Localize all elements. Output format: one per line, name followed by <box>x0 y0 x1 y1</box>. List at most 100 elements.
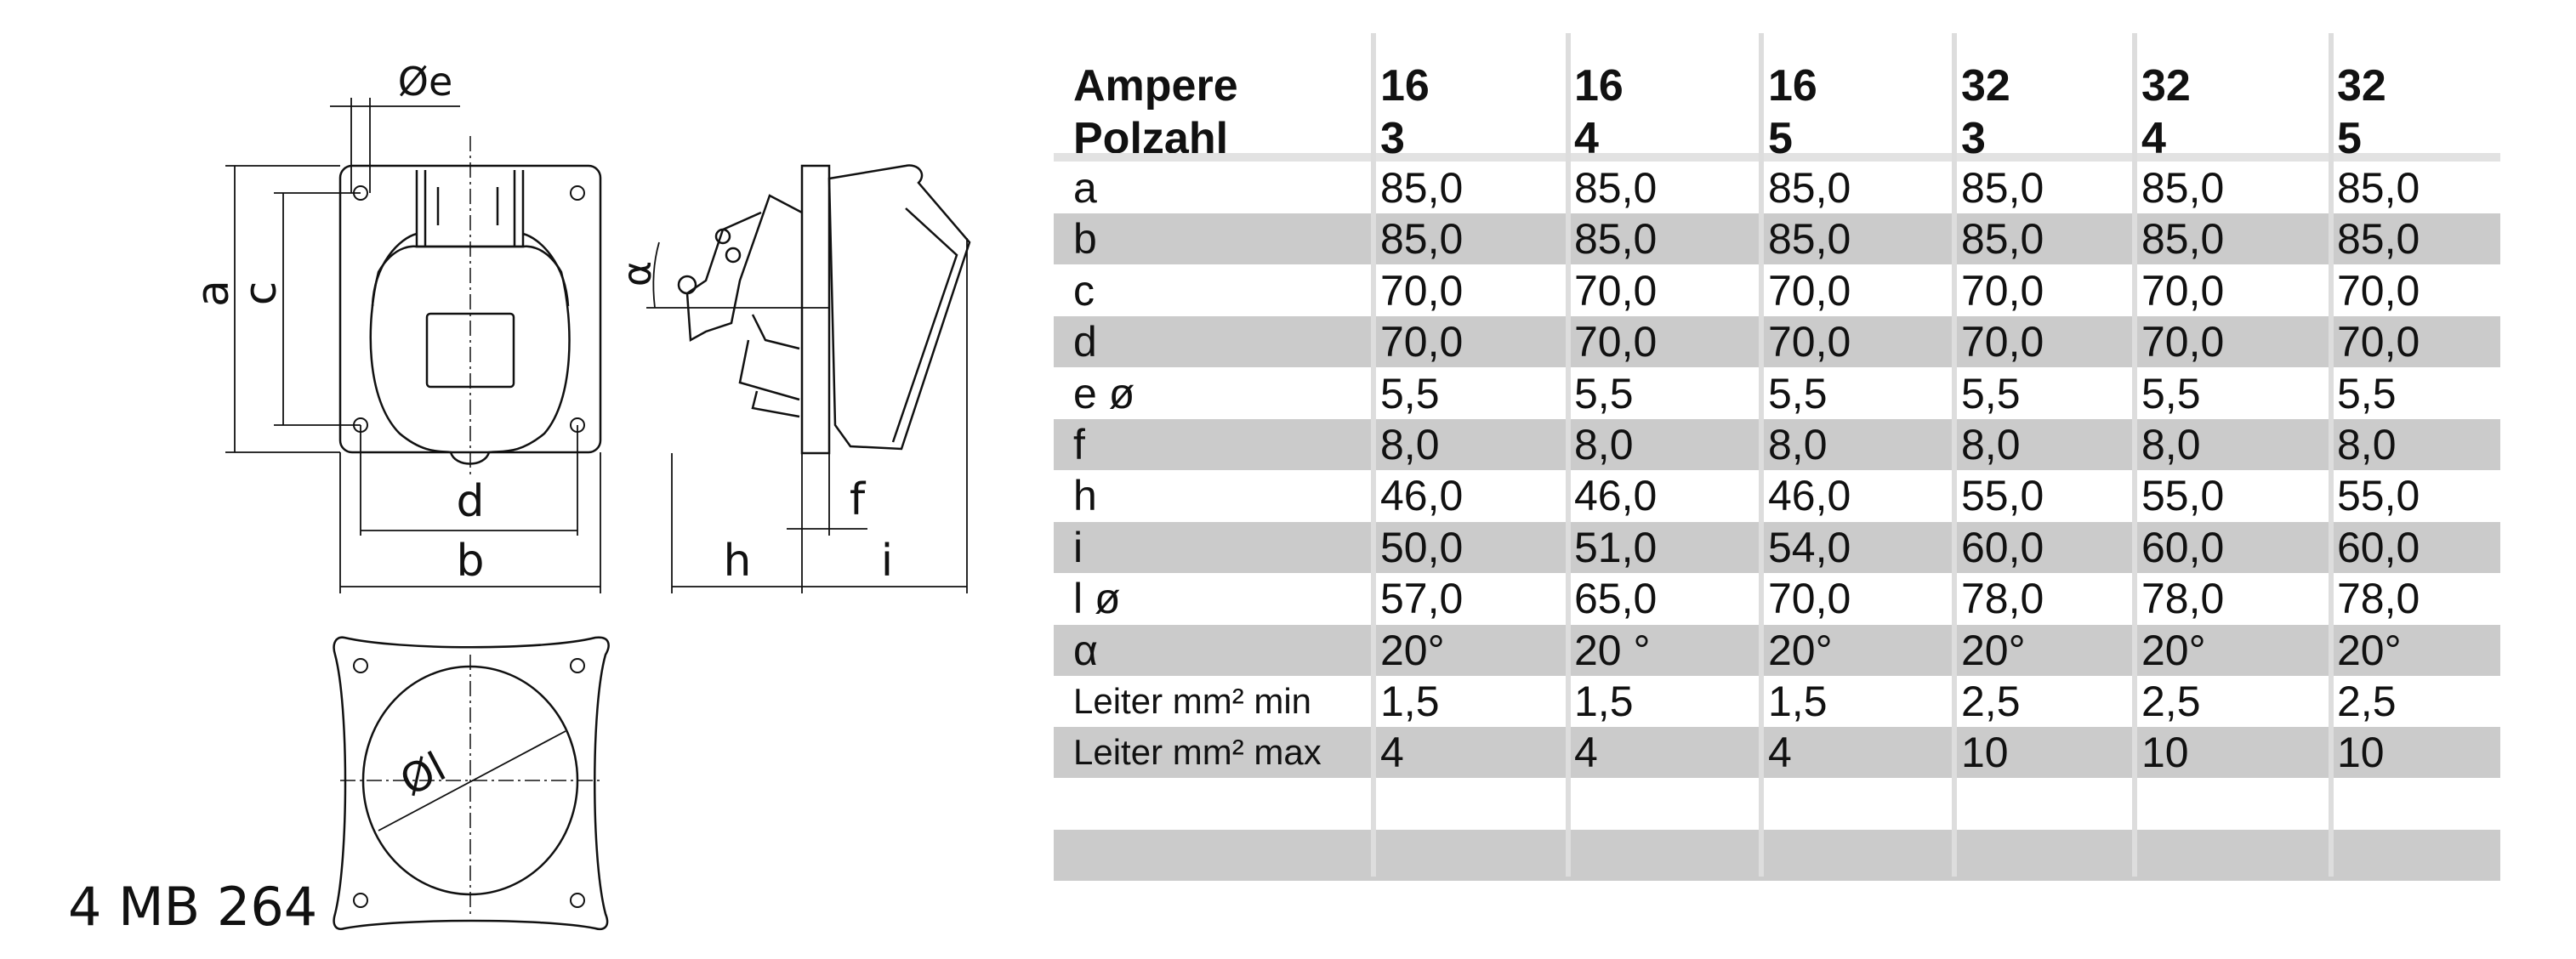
table-cell: 70,0 <box>2337 318 2420 366</box>
table-row: Leiter mm² max 4 4 4 10 10 10 <box>1054 727 2500 779</box>
header-separator <box>1054 153 2500 162</box>
table-cell: 60,0 <box>1961 523 2044 571</box>
row-label: Leiter mm² max <box>1073 732 1322 773</box>
table-cell: 70,0 <box>2141 318 2225 366</box>
table-row: l ø 57,0 65,0 70,0 78,0 78,0 78,0 <box>1054 573 2500 624</box>
table-cell: 85,0 <box>1768 215 1851 264</box>
dim-label-a: a <box>188 280 239 307</box>
header-ampere: 16 <box>1768 61 1817 111</box>
bottom-view <box>333 636 610 930</box>
dim-label-c: c <box>236 281 287 306</box>
header-poles: 4 <box>2141 114 2166 163</box>
table-row: Leiter mm² min 1,5 1,5 1,5 2,5 2,5 2,5 <box>1054 676 2500 727</box>
row-label: Leiter mm² min <box>1073 681 1312 721</box>
header-ampere: 32 <box>2141 61 2191 111</box>
table-cell: 85,0 <box>1380 164 1464 212</box>
table-cell: 85,0 <box>2141 164 2225 212</box>
table-row: e ø 5,5 5,5 5,5 5,5 5,5 5,5 <box>1054 368 2500 419</box>
table-cell: 1,5 <box>1768 678 1828 725</box>
table-cell: 20° <box>1380 626 1445 674</box>
table-cell: 70,0 <box>1380 266 1464 315</box>
table-cell: 5,5 <box>2141 369 2201 417</box>
table-cell: 50,0 <box>1380 523 1464 571</box>
table-cell: 20 ° <box>1574 626 1651 674</box>
row-label: α <box>1073 626 1098 674</box>
table-cell: 85,0 <box>1574 164 1658 212</box>
table-cell: 70,0 <box>1961 266 2044 315</box>
table-cell: 10 <box>2337 729 2385 777</box>
row-label: l ø <box>1073 575 1121 623</box>
table-cell: 8,0 <box>2337 421 2397 468</box>
table-cell: 54,0 <box>1768 523 1851 571</box>
header-label-ampere: Ampere <box>1073 61 1238 111</box>
row-label: h <box>1073 472 1097 520</box>
table-cell: 4 <box>1768 729 1792 777</box>
dim-label-alpha: α <box>614 261 660 287</box>
table-cell: 65,0 <box>1574 575 1658 623</box>
table-cell: 85,0 <box>1768 164 1851 212</box>
row-label: c <box>1073 266 1095 315</box>
table-cell: 2,5 <box>2337 678 2397 725</box>
table-row: f 8,0 8,0 8,0 8,0 8,0 8,0 <box>1054 419 2500 470</box>
table-row: a 85,0 85,0 85,0 85,0 85,0 85,0 <box>1054 162 2500 213</box>
table-cell: 85,0 <box>1574 215 1658 264</box>
table-cell: 57,0 <box>1380 575 1464 623</box>
table-cell: 85,0 <box>1961 215 2044 264</box>
table-cell: 85,0 <box>2141 215 2225 264</box>
header-poles: 5 <box>1768 114 1793 163</box>
dimension-lines <box>225 98 968 593</box>
table-cell: 4 <box>1380 729 1404 777</box>
table-cell: 55,0 <box>1961 472 2044 520</box>
table-cell: 1,5 <box>1574 678 1634 725</box>
table-cell: 5,5 <box>1961 369 2021 417</box>
row-label: e ø <box>1073 369 1135 417</box>
column-divider <box>1952 33 1957 877</box>
table-cell: 70,0 <box>2141 266 2225 315</box>
table-cell: 70,0 <box>1768 575 1851 623</box>
table-cell: 8,0 <box>1574 421 1634 468</box>
table-cell: 70,0 <box>1380 318 1464 366</box>
row-label: i <box>1073 523 1083 571</box>
table-row: c 70,0 70,0 70,0 70,0 70,0 70,0 <box>1054 265 2500 316</box>
header-poles: 5 <box>2337 114 2362 163</box>
table-row: i 50,0 51,0 54,0 60,0 60,0 60,0 <box>1054 521 2500 573</box>
side-view <box>677 164 971 455</box>
table-row: d 70,0 70,0 70,0 70,0 70,0 70,0 <box>1054 316 2500 368</box>
table-cell: 85,0 <box>1961 164 2044 212</box>
table-cell: 5,5 <box>1768 369 1828 417</box>
table-cell: 5,5 <box>1574 369 1634 417</box>
table-cell: 10 <box>1961 729 2009 777</box>
table-cell: 78,0 <box>2141 575 2225 623</box>
table-cell: 1,5 <box>1380 678 1440 725</box>
table-cell: 10 <box>2141 729 2189 777</box>
table-cell: 55,0 <box>2337 472 2420 520</box>
table-cell: 2,5 <box>1961 678 2021 725</box>
table-cell: 4 <box>1574 729 1598 777</box>
header-ampere: 32 <box>1961 61 2010 111</box>
table-row: α 20° 20 ° 20° 20° 20° 20° <box>1054 624 2500 676</box>
table-cell: 20° <box>2141 626 2206 674</box>
table-cell: 60,0 <box>2337 523 2420 571</box>
table-cell: 60,0 <box>2141 523 2225 571</box>
table-cell: 70,0 <box>1768 318 1851 366</box>
table-cell: 46,0 <box>1768 472 1851 520</box>
table-cell: 55,0 <box>2141 472 2225 520</box>
mounting-holes <box>353 185 585 433</box>
column-divider <box>1371 33 1376 877</box>
table-cell: 85,0 <box>2337 164 2420 212</box>
table-cell: 70,0 <box>2337 266 2420 315</box>
table-cell: 20° <box>2337 626 2402 674</box>
table-cell: 20° <box>1961 626 2026 674</box>
dim-label-b: b <box>456 536 484 587</box>
column-divider <box>1566 33 1571 877</box>
header-ampere: 16 <box>1574 61 1624 111</box>
dim-label-e: Øe <box>398 59 453 105</box>
table-cell: 8,0 <box>1961 421 2021 468</box>
table-cell: 8,0 <box>2141 421 2201 468</box>
dim-label-d: d <box>456 476 484 527</box>
dim-label-f: f <box>850 474 867 525</box>
table-row <box>1054 830 2500 882</box>
table-cell: 78,0 <box>2337 575 2420 623</box>
table-row <box>1054 779 2500 830</box>
column-divider <box>2329 33 2334 877</box>
